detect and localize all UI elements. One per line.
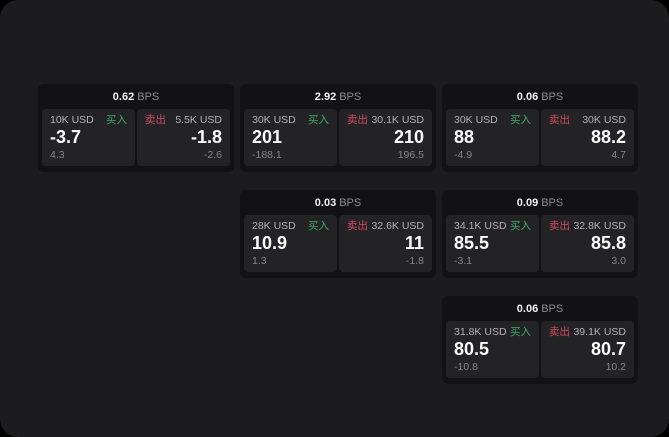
sell-price: 210 bbox=[393, 127, 424, 147]
buy-amount: 28K USD bbox=[252, 220, 296, 232]
buy-amount: 34.1K USD bbox=[454, 220, 507, 232]
buy-panel[interactable]: 10K USD 买入 -3.7 4.3 bbox=[42, 109, 135, 166]
buy-price: 88 bbox=[454, 127, 475, 147]
sell-label: 卖出 bbox=[347, 220, 368, 232]
bps-value: 0.06 bbox=[516, 302, 539, 315]
buy-label: 买入 bbox=[510, 220, 531, 232]
spread-header: 0.03 BPS bbox=[240, 190, 436, 215]
bps-value: 0.06 bbox=[516, 90, 539, 103]
buy-panel[interactable]: 34.1K USD 买入 85.5 -3.1 bbox=[446, 215, 539, 272]
buy-price: 80.5 bbox=[454, 339, 490, 359]
sell-amount: 30K USD bbox=[582, 114, 626, 126]
spread-card: 2.92 BPS 30K USD 买入 201 -188.1 卖出 30.1K … bbox=[240, 84, 436, 172]
buy-label: 买入 bbox=[510, 114, 531, 126]
buy-panel[interactable]: 30K USD 买入 201 -188.1 bbox=[244, 109, 337, 166]
sell-panel[interactable]: 卖出 32.6K USD 11 -1.8 bbox=[339, 215, 432, 272]
buy-label: 买入 bbox=[106, 114, 127, 126]
spread-card: 0.06 BPS 30K USD 买入 88 -4.9 卖出 30K USD 8… bbox=[442, 84, 638, 172]
bps-value: 0.09 bbox=[516, 196, 539, 209]
buy-price: -3.7 bbox=[50, 127, 82, 147]
sell-label: 卖出 bbox=[347, 114, 368, 126]
buy-label: 买入 bbox=[308, 220, 329, 232]
bps-unit: BPS bbox=[339, 90, 362, 103]
buy-amount: 10K USD bbox=[50, 114, 94, 126]
buy-delta: 4.3 bbox=[50, 149, 65, 161]
sell-panel[interactable]: 卖出 39.1K USD 80.7 10.2 bbox=[541, 321, 634, 378]
bps-value: 2.92 bbox=[314, 90, 337, 103]
bps-unit: BPS bbox=[541, 90, 564, 103]
buy-delta: -3.1 bbox=[454, 255, 473, 267]
buy-price: 10.9 bbox=[252, 233, 288, 253]
buy-delta: -10.8 bbox=[454, 361, 478, 373]
sell-amount: 32.6K USD bbox=[371, 220, 424, 232]
sell-amount: 32.8K USD bbox=[573, 220, 626, 232]
sell-price: -1.8 bbox=[190, 127, 222, 147]
sell-delta: 10.2 bbox=[605, 361, 626, 373]
spread-card: 0.09 BPS 34.1K USD 买入 85.5 -3.1 卖出 32.8K… bbox=[442, 190, 638, 278]
buy-amount: 31.8K USD bbox=[454, 326, 507, 338]
spread-card: 0.03 BPS 28K USD 买入 10.9 1.3 卖出 32.6K US… bbox=[240, 190, 436, 278]
spread-header: 0.06 BPS bbox=[442, 84, 638, 109]
sell-delta: -1.8 bbox=[405, 255, 424, 267]
sell-amount: 5.5K USD bbox=[175, 114, 222, 126]
buy-price: 85.5 bbox=[454, 233, 490, 253]
buy-label: 买入 bbox=[510, 326, 531, 338]
spread-header: 0.62 BPS bbox=[38, 84, 234, 109]
bps-unit: BPS bbox=[541, 196, 564, 209]
sell-label: 卖出 bbox=[549, 114, 570, 126]
bps-unit: BPS bbox=[541, 302, 564, 315]
sell-price: 88.2 bbox=[590, 127, 626, 147]
sell-panel[interactable]: 卖出 30K USD 88.2 4.7 bbox=[541, 109, 634, 166]
spread-card: 0.06 BPS 31.8K USD 买入 80.5 -10.8 卖出 39.1… bbox=[442, 296, 638, 384]
bps-unit: BPS bbox=[137, 90, 160, 103]
spread-header: 0.09 BPS bbox=[442, 190, 638, 215]
bps-unit: BPS bbox=[339, 196, 362, 209]
buy-panel[interactable]: 30K USD 买入 88 -4.9 bbox=[446, 109, 539, 166]
sell-price: 85.8 bbox=[590, 233, 626, 253]
sell-label: 卖出 bbox=[549, 326, 570, 338]
sell-delta: 3.0 bbox=[611, 255, 626, 267]
buy-delta: -188.1 bbox=[252, 149, 282, 161]
buy-price: 201 bbox=[252, 127, 283, 147]
buy-delta: -4.9 bbox=[454, 149, 473, 161]
sell-panel[interactable]: 卖出 30.1K USD 210 196.5 bbox=[339, 109, 432, 166]
spread-header: 0.06 BPS bbox=[442, 296, 638, 321]
buy-panel[interactable]: 28K USD 买入 10.9 1.3 bbox=[244, 215, 337, 272]
sell-label: 卖出 bbox=[549, 220, 570, 232]
buy-label: 买入 bbox=[308, 114, 329, 126]
sell-delta: -2.6 bbox=[203, 149, 222, 161]
sell-amount: 39.1K USD bbox=[573, 326, 626, 338]
sell-amount: 30.1K USD bbox=[371, 114, 424, 126]
buy-delta: 1.3 bbox=[252, 255, 267, 267]
bps-value: 0.03 bbox=[314, 196, 337, 209]
spread-card: 0.62 BPS 10K USD 买入 -3.7 4.3 卖出 5.5K USD… bbox=[38, 84, 234, 172]
sell-price: 11 bbox=[404, 233, 424, 253]
sell-price: 80.7 bbox=[590, 339, 626, 359]
buy-amount: 30K USD bbox=[454, 114, 498, 126]
buy-panel[interactable]: 31.8K USD 买入 80.5 -10.8 bbox=[446, 321, 539, 378]
bps-value: 0.62 bbox=[112, 90, 135, 103]
sell-delta: 196.5 bbox=[397, 149, 424, 161]
buy-amount: 30K USD bbox=[252, 114, 296, 126]
sell-panel[interactable]: 卖出 5.5K USD -1.8 -2.6 bbox=[137, 109, 230, 166]
sell-label: 卖出 bbox=[145, 114, 166, 126]
sell-panel[interactable]: 卖出 32.8K USD 85.8 3.0 bbox=[541, 215, 634, 272]
sell-delta: 4.7 bbox=[611, 149, 626, 161]
spread-header: 2.92 BPS bbox=[240, 84, 436, 109]
